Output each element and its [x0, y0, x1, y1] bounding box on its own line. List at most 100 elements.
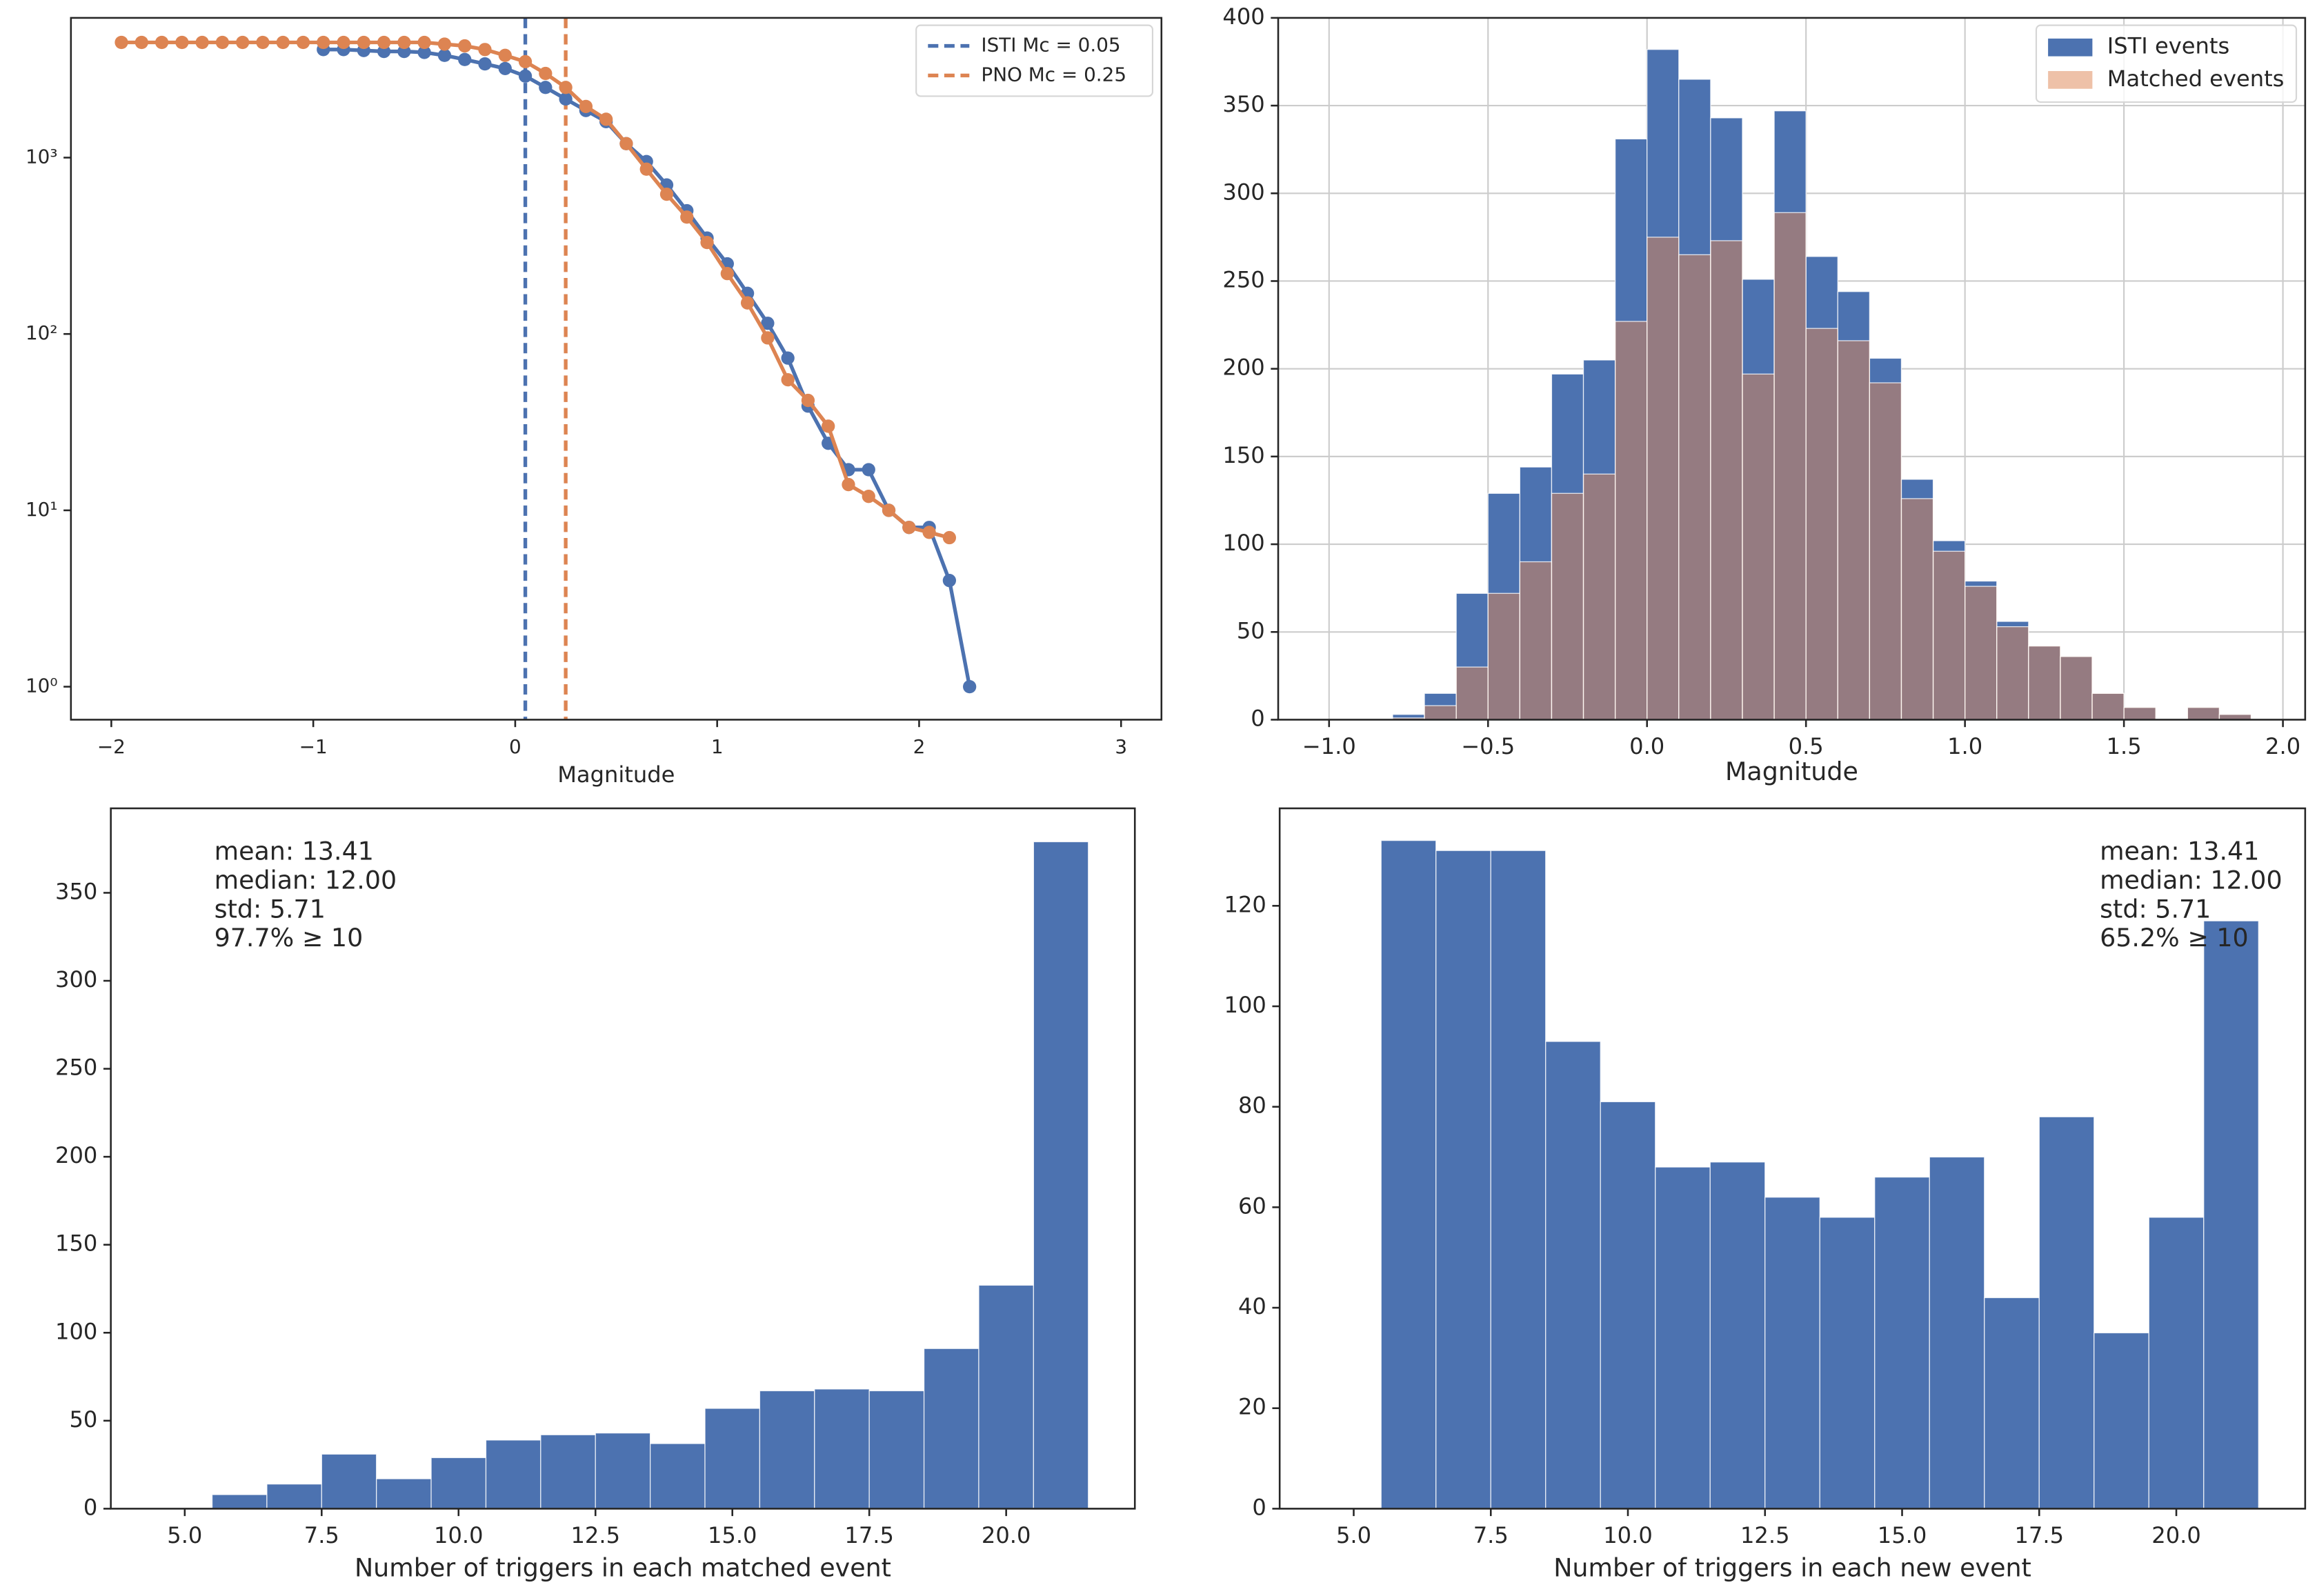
y-tick-label: 350	[55, 878, 97, 904]
series-marker	[781, 351, 795, 365]
legend: ISTI Mc = 0.05 PNO Mc = 0.25	[915, 24, 1154, 97]
x-axis-label: Number of triggers in each matched event	[355, 1553, 891, 1583]
series-marker	[822, 419, 835, 433]
series-marker	[842, 477, 855, 492]
series-marker	[377, 35, 391, 50]
stats-annotation: 65.2% ≥ 10	[2100, 923, 2249, 952]
series-marker	[781, 372, 795, 387]
y-tick-label: 10²	[26, 321, 58, 344]
x-axis-label: Magnitude	[1725, 757, 1858, 786]
bar	[1773, 212, 1807, 720]
bar	[1424, 705, 1457, 720]
axes-frame	[70, 17, 1163, 721]
y-tick-label: 300	[55, 966, 97, 992]
x-tick-label: 1.0	[1947, 733, 1982, 759]
series-marker	[478, 57, 492, 71]
series-marker	[579, 99, 593, 114]
y-tick-label: 0	[83, 1494, 97, 1520]
x-tick-label: −1	[299, 735, 328, 758]
x-tick-label: 0.5	[1789, 733, 1824, 759]
series-marker	[256, 35, 270, 50]
x-tick-label: 5.0	[1336, 1522, 1371, 1548]
stats-annotation: median: 12.00	[2100, 866, 2283, 895]
y-tick-label: 200	[55, 1142, 97, 1168]
bar	[1678, 254, 1711, 720]
y-tick-label: 10⁰	[26, 675, 58, 697]
y-tick-label: 100	[55, 1318, 97, 1344]
stats-annotation: median: 12.00	[215, 866, 397, 895]
y-tick-label: 100	[1222, 530, 1264, 556]
x-tick-label: 17.5	[844, 1522, 894, 1548]
series-marker	[801, 393, 815, 408]
y-tick-label: 250	[55, 1055, 97, 1081]
series-marker	[417, 46, 431, 59]
series-marker	[518, 69, 533, 83]
bar	[1033, 841, 1089, 1509]
series-marker	[437, 48, 452, 62]
series-marker	[902, 521, 916, 535]
bar	[211, 1494, 268, 1509]
y-tick-label: 50	[1237, 617, 1265, 644]
x-tick-label: 1.5	[2107, 733, 2142, 759]
x-tick-label: 20.0	[2151, 1522, 2201, 1548]
y-tick-label: 40	[1238, 1293, 1266, 1319]
bar	[923, 1348, 979, 1509]
axes-frame	[110, 807, 1136, 1510]
series-marker	[862, 490, 875, 503]
bar	[1582, 473, 1616, 720]
y-tick-label: 150	[1222, 442, 1264, 468]
series-marker	[175, 35, 189, 50]
bar	[376, 1478, 432, 1509]
x-tick-label: 10.0	[434, 1522, 484, 1548]
bar	[1996, 626, 2029, 720]
legend: ISTI events Matched events	[2035, 24, 2298, 103]
plot-area	[1380, 839, 2259, 1509]
series-marker	[498, 61, 512, 75]
series-marker	[215, 35, 230, 50]
bar	[1984, 1297, 2040, 1509]
bar	[321, 1453, 377, 1509]
x-axis-label: Magnitude	[557, 761, 675, 788]
stats-annotation: 97.7% ≥ 10	[215, 923, 364, 952]
series-marker	[397, 35, 411, 50]
series-marker	[417, 35, 431, 50]
subplot: −1.0 −0.5 0.0 0.5 1.0 1.5 2.0 0 50 100 150 200 250 30…	[1222, 3, 2307, 786]
bar	[595, 1433, 651, 1509]
series-marker	[337, 35, 350, 50]
x-tick-label: −1.0	[1302, 733, 1356, 759]
series-marker	[539, 66, 553, 81]
bar	[485, 1439, 541, 1509]
series-marker	[195, 35, 209, 50]
series-marker	[680, 210, 694, 224]
subplot: 5.0 7.5 10.0 12.5 15.0 17.5 20.0 0 20 40 60 80 100 12…	[1224, 807, 2307, 1583]
subplot: −2 −1 0 1 2 3 10⁰ 10¹ 10² 10³ Magnitude ISTI Mc = 0…	[26, 17, 1163, 788]
plot-area	[1278, 17, 2305, 720]
x-tick-label: 7.5	[1473, 1522, 1509, 1548]
x-tick-label: 12.5	[570, 1522, 620, 1548]
bar	[1932, 550, 1966, 720]
x-tick-label: −0.5	[1461, 733, 1515, 759]
y-tick-label: 0	[1252, 1494, 1266, 1520]
series-marker	[659, 187, 674, 201]
bar	[2203, 920, 2259, 1509]
series-marker	[296, 35, 310, 50]
bar	[1837, 340, 1871, 720]
x-tick-label: 20.0	[982, 1522, 1031, 1548]
bar	[2028, 645, 2061, 720]
bar	[1764, 1197, 1820, 1509]
y-tick-label: 80	[1238, 1093, 1266, 1119]
bar	[2094, 1332, 2149, 1509]
bar	[978, 1284, 1034, 1509]
plot-area	[211, 841, 1089, 1509]
x-tick-label: 5.0	[167, 1522, 202, 1548]
bar	[1435, 850, 1491, 1509]
series-line	[121, 40, 951, 540]
bar	[1490, 850, 1547, 1509]
bar	[1647, 237, 1680, 720]
series-marker	[559, 92, 573, 106]
bar	[1929, 1156, 1985, 1509]
series-marker	[942, 530, 957, 545]
bar	[1614, 321, 1648, 720]
bar	[1709, 1161, 1766, 1509]
series-marker	[639, 162, 653, 176]
